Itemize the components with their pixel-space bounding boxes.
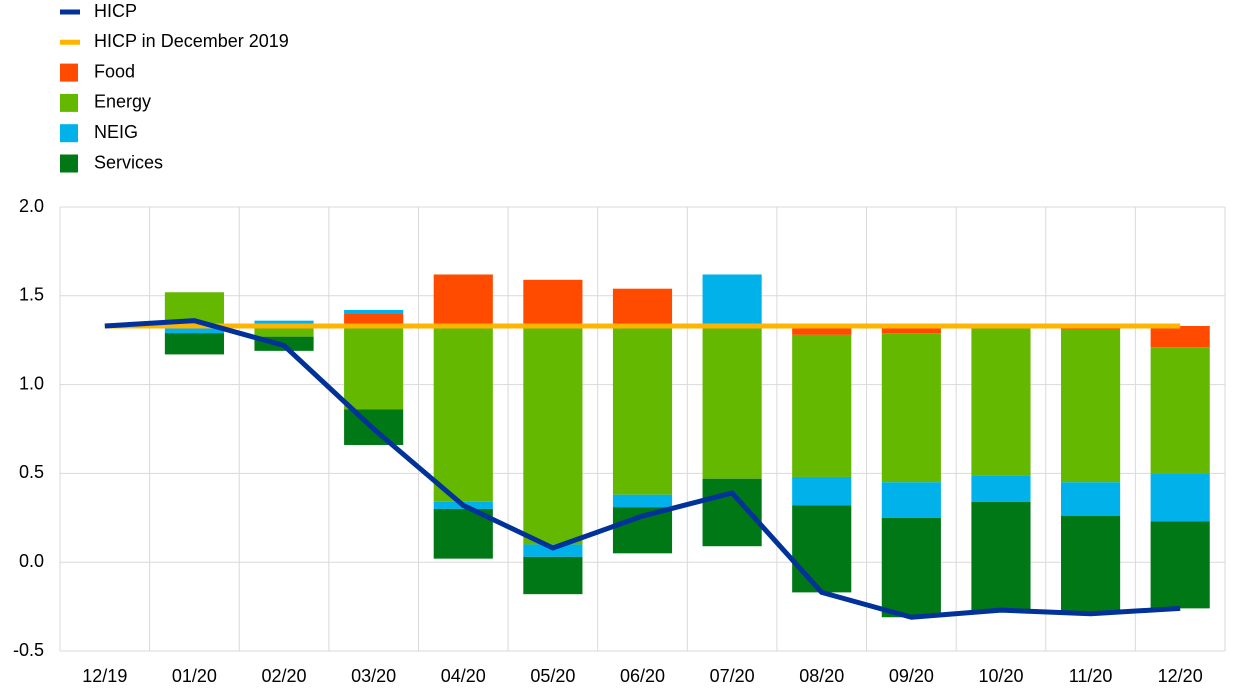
x-tick-label: 01/20 [172,666,217,686]
bar-segment [523,325,583,545]
bar-segment [254,325,314,337]
bar-segment [792,325,852,335]
bar-segment [881,333,941,483]
bar-segment [792,476,852,506]
bar-segment [881,517,941,618]
y-tick-label: 0.5 [19,462,44,482]
x-tick-label: 02/20 [262,666,307,686]
x-tick-label: 12/19 [82,666,127,686]
bar-segment [1061,329,1121,483]
x-tick-label: 05/20 [530,666,575,686]
bar-segment [1061,482,1121,517]
bar-segment [881,325,941,334]
bar-segment [612,494,673,508]
bar-segment [792,505,852,593]
legend-label: Food [94,61,135,81]
bar-segment [164,325,224,334]
bar-segment [1150,473,1210,522]
legend-swatch [60,154,78,173]
x-tick-label: 03/20 [351,666,396,686]
legend-swatch [60,63,78,82]
bar-segment [612,288,673,326]
bar-segment [792,334,852,477]
legend-swatch [60,93,78,112]
x-tick-label: 08/20 [799,666,844,686]
x-tick-label: 06/20 [620,666,665,686]
bar-segment [523,544,583,557]
legend-label: Energy [94,92,151,112]
legend-label: HICP [94,1,137,21]
bar-segment [433,325,493,502]
bar-segment [612,325,673,495]
bar-segment [254,320,314,326]
bar-segment [344,310,404,314]
x-tick-label: 07/20 [710,666,755,686]
bar-segment [1061,516,1121,614]
x-tick-label: 10/20 [978,666,1023,686]
bar-segment [433,274,493,326]
bar-segment [702,325,762,479]
x-tick-label: 12/20 [1158,666,1203,686]
bar-segment [1150,347,1210,474]
bar-segment [164,333,224,355]
bar-segment [523,279,583,326]
y-tick-label: 1.0 [19,373,44,393]
y-tick-label: 2.0 [19,196,44,216]
bar-segment [971,501,1031,611]
x-tick-label: 11/20 [1069,666,1113,686]
x-tick-label: 09/20 [889,666,934,686]
bar-segment [344,325,404,410]
legend-swatch [60,124,78,143]
bar-segment [1150,325,1210,348]
legend-label: NEIG [94,122,138,142]
bar-segment [523,556,583,595]
legend-label: HICP in December 2019 [94,31,289,51]
bar-segment [1150,521,1210,609]
bar-segment [971,475,1031,502]
y-tick-label: 1.5 [19,285,44,305]
hicp-line [104,318,1181,620]
y-tick-label: 0.0 [19,551,44,571]
bar-segment [881,482,941,518]
bar-segment [344,313,404,326]
y-tick-label: -0.5 [13,640,44,660]
bar-segment [971,327,1031,476]
legend-label: Services [94,152,163,172]
bar-segment [702,274,762,326]
x-tick-label: 04/20 [441,666,486,686]
